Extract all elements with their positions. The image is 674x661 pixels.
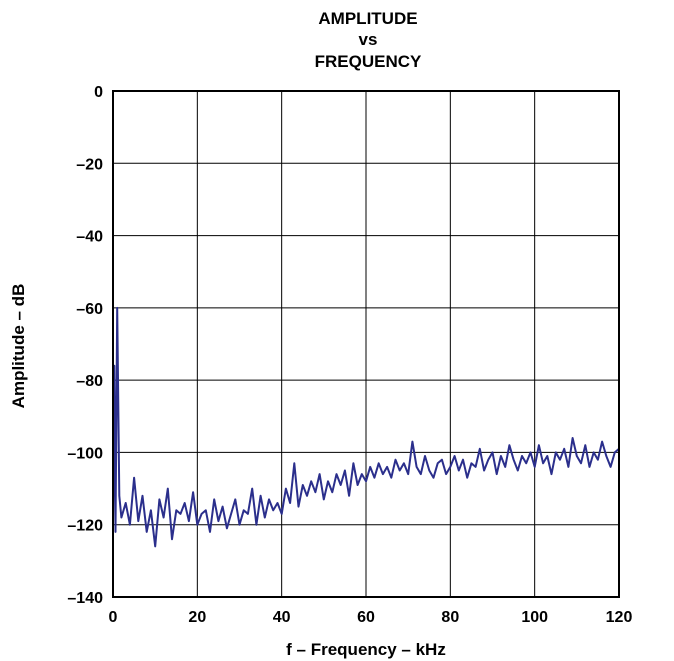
grid-lines — [112, 90, 620, 598]
chart-title-line-1: AMPLITUDE — [318, 9, 417, 28]
series-line — [112, 306, 620, 548]
y-tick-label: –20 — [76, 156, 103, 173]
x-axis-label: f – Frequency – kHz — [286, 640, 446, 659]
y-axis-label: Amplitude – dB — [9, 284, 28, 409]
plot-frame — [112, 90, 620, 598]
y-tick-label: 0 — [94, 84, 103, 101]
y-tick-label: –140 — [67, 590, 103, 607]
y-tick-label: –40 — [76, 229, 103, 246]
x-tick-label: 80 — [441, 609, 459, 626]
y-tick-label: –80 — [76, 373, 103, 390]
data-series — [112, 306, 620, 548]
x-tick-label: 120 — [606, 609, 633, 626]
x-tick-label: 40 — [273, 609, 291, 626]
y-tick-label: –120 — [67, 518, 103, 535]
x-tick-label: 20 — [188, 609, 206, 626]
y-tick-label: –60 — [76, 301, 103, 318]
chart-title: AMPLITUDE vs FREQUENCY — [315, 9, 422, 71]
y-axis-ticks: 0 –20 –40 –60 –80 –100 –120 –140 — [67, 84, 103, 607]
x-axis-ticks: 0 20 40 60 80 100 120 — [109, 609, 633, 626]
x-tick-label: 100 — [521, 609, 548, 626]
chart-title-line-2: vs — [359, 30, 378, 49]
chart-title-line-3: FREQUENCY — [315, 52, 422, 71]
x-tick-label: 60 — [357, 609, 375, 626]
x-tick-label: 0 — [109, 609, 118, 626]
y-tick-label: –100 — [67, 445, 103, 462]
